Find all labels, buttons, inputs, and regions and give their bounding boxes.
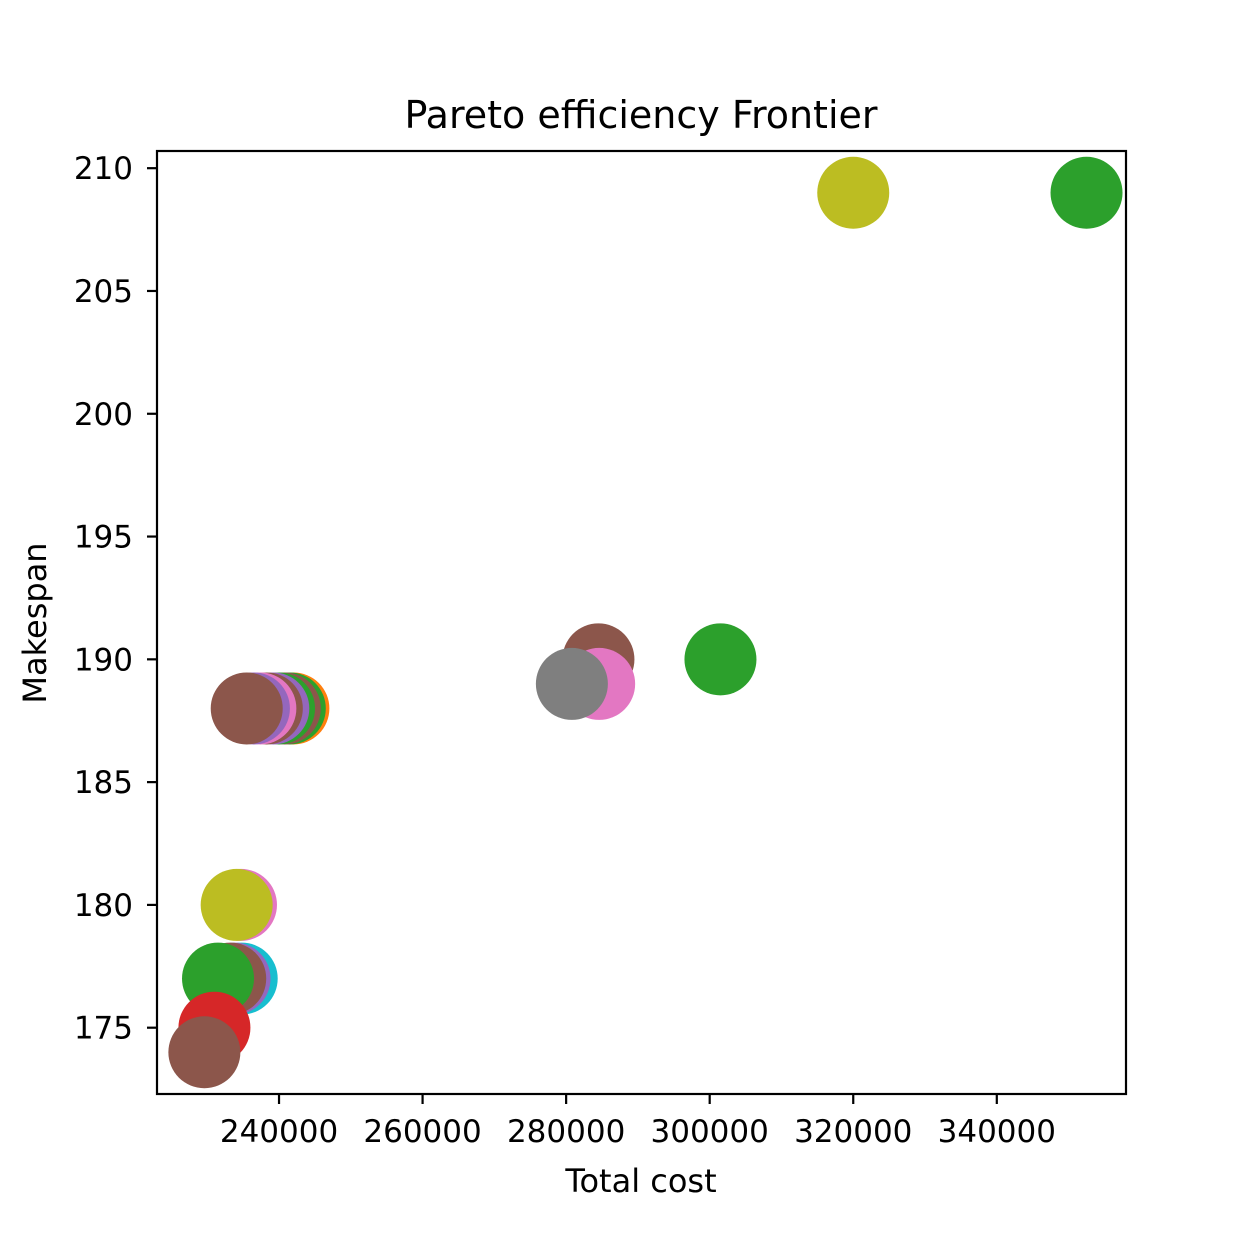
y-tick-label-205: 205 [74,274,133,310]
y-axis-ticks: 175 180 185 190 195 200 205 210 [74,151,157,1047]
x-tick-label-340000: 340000 [938,1114,1056,1150]
y-tick-label-175: 175 [74,1011,133,1047]
data-point-10 [684,623,757,696]
x-axis-label: Total cost [564,1162,716,1200]
chart-title: Pareto efficiency Frontier [404,93,877,137]
x-tick-label-260000: 260000 [363,1114,481,1150]
data-point-8 [210,672,283,745]
x-tick-label-280000: 280000 [507,1114,625,1150]
y-tick-label-200: 200 [74,397,133,433]
data-point-22 [168,1016,241,1089]
plot-area-frame [155,149,1128,1096]
y-tick-label-190: 190 [74,642,133,678]
x-axis-ticks: 240000 260000 280000 300000 320000 340000 [220,1094,1056,1150]
data-point-16 [200,868,273,941]
data-point-12 [535,647,608,720]
data-point-13 [817,156,890,229]
data-points [168,156,1123,1089]
x-tick-label-300000: 300000 [651,1114,769,1150]
y-tick-label-210: 210 [74,151,133,187]
x-tick-label-240000: 240000 [220,1114,338,1150]
x-tick-label-320000: 320000 [794,1114,912,1150]
y-tick-label-185: 185 [74,765,133,801]
y-tick-label-180: 180 [74,888,133,924]
y-tick-label-195: 195 [74,520,133,556]
y-axis-label: Makespan [16,542,54,703]
data-point-14 [1050,156,1123,229]
